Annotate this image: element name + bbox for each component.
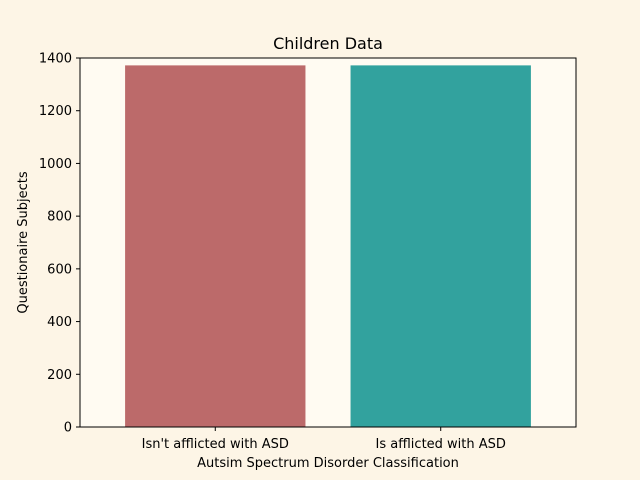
x-tick-label: Is afflicted with ASD bbox=[376, 437, 506, 452]
x-tick-label: Isn't afflicted with ASD bbox=[142, 437, 289, 452]
bar-1 bbox=[350, 65, 531, 427]
y-tick-label: 1200 bbox=[39, 104, 72, 119]
y-axis-label: Questionaire Subjects bbox=[16, 171, 31, 314]
y-tick-label: 800 bbox=[47, 210, 72, 225]
y-tick-label: 600 bbox=[47, 262, 72, 277]
x-axis-label: Autsim Spectrum Disorder Classification bbox=[197, 456, 459, 471]
y-tick-label: 1400 bbox=[39, 52, 72, 67]
y-tick-label: 0 bbox=[64, 421, 72, 436]
plot-frame bbox=[79, 57, 577, 428]
chart-title: Children Data bbox=[273, 34, 383, 53]
x-axis-ticks: Isn't afflicted with ASD Is afflicted wit… bbox=[142, 427, 506, 452]
y-tick-label: 400 bbox=[47, 315, 72, 330]
y-axis-ticks: 0 200 400 600 800 1000 1200 1400 bbox=[39, 52, 80, 436]
y-tick-label: 1000 bbox=[39, 157, 72, 172]
y-tick-label: 200 bbox=[47, 368, 72, 383]
bar-0 bbox=[125, 65, 306, 427]
bars-group bbox=[125, 65, 531, 427]
